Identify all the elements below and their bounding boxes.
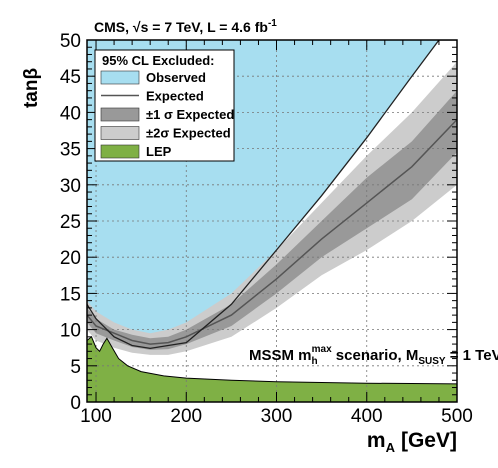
legend-label: Expected xyxy=(146,89,204,104)
y-tick-label: 40 xyxy=(60,103,81,124)
annotation-rest: scenario, M xyxy=(332,347,419,364)
legend-swatch xyxy=(100,126,140,140)
annotation-main-sub: h xyxy=(312,356,318,367)
legend-swatch xyxy=(100,107,140,122)
y-tick-label: 5 xyxy=(70,357,81,378)
y-tick-label: 0 xyxy=(70,393,81,414)
annotation-rest-sub: SUSY xyxy=(418,356,446,367)
annotation-main: MSSM m xyxy=(249,347,312,364)
annotation-tail: = 1 TeV xyxy=(446,347,498,364)
x-tick-label: 300 xyxy=(261,406,293,427)
scenario-annotation: MSSM mhmax scenario, MSUSY = 1 TeV xyxy=(249,344,498,367)
y-tick-label: 50 xyxy=(60,31,81,52)
title-superscript: -1 xyxy=(268,18,277,29)
x-tick-label: 200 xyxy=(170,406,202,427)
legend-header: 95% CL Excluded: xyxy=(102,53,214,68)
x-axis-title-main: m xyxy=(367,429,386,452)
x-tick-label: 400 xyxy=(351,406,383,427)
legend-swatch xyxy=(100,70,140,85)
legend-box xyxy=(94,49,235,162)
series-lines xyxy=(87,40,457,385)
x-tick-label: 100 xyxy=(80,406,112,427)
x-axis-title-unit: [GeV] xyxy=(401,429,457,452)
y-tick-label: 10 xyxy=(60,321,81,342)
x-axis-title-sub: A xyxy=(386,440,396,455)
lep-line xyxy=(87,335,457,385)
x-tick-label: 500 xyxy=(441,406,473,427)
axis-ticks: 100 200 300 400 500 0 5 10 15 20 25 30 35 40 45 50 xyxy=(60,31,473,427)
y-tick-label: 20 xyxy=(60,248,81,269)
title-text: CMS, √s = 7 TeV, L = 4.6 fb xyxy=(94,19,268,35)
observed-line xyxy=(87,40,457,350)
legend-label: ±2σ Expected xyxy=(146,126,231,141)
legend-swatch xyxy=(100,144,140,159)
legend-entries: Observed Expected ±1 σ Expected ±2σ Expecte… xyxy=(100,70,234,159)
y-tick-label: 45 xyxy=(60,67,81,88)
y-tick-label: 35 xyxy=(60,140,81,161)
legend-label: ±1 σ Expected xyxy=(146,107,234,122)
y-axis-title: tanβ xyxy=(21,68,42,108)
annotation-main-sup: max xyxy=(312,344,332,355)
legend: 95% CL Excluded: Observed Expected ±1 σ Ex… xyxy=(94,49,235,162)
chart-title: CMS, √s = 7 TeV, L = 4.6 fb-1 xyxy=(94,18,277,35)
y-tick-label: 30 xyxy=(60,176,81,197)
x-axis-title: mA [GeV] xyxy=(367,429,457,455)
legend-label: LEP xyxy=(146,144,172,159)
expected-line xyxy=(87,119,457,345)
y-tick-label: 15 xyxy=(60,284,81,305)
y-tick-label: 25 xyxy=(60,212,81,233)
lep-region xyxy=(87,336,457,402)
legend-label: Observed xyxy=(146,70,206,85)
